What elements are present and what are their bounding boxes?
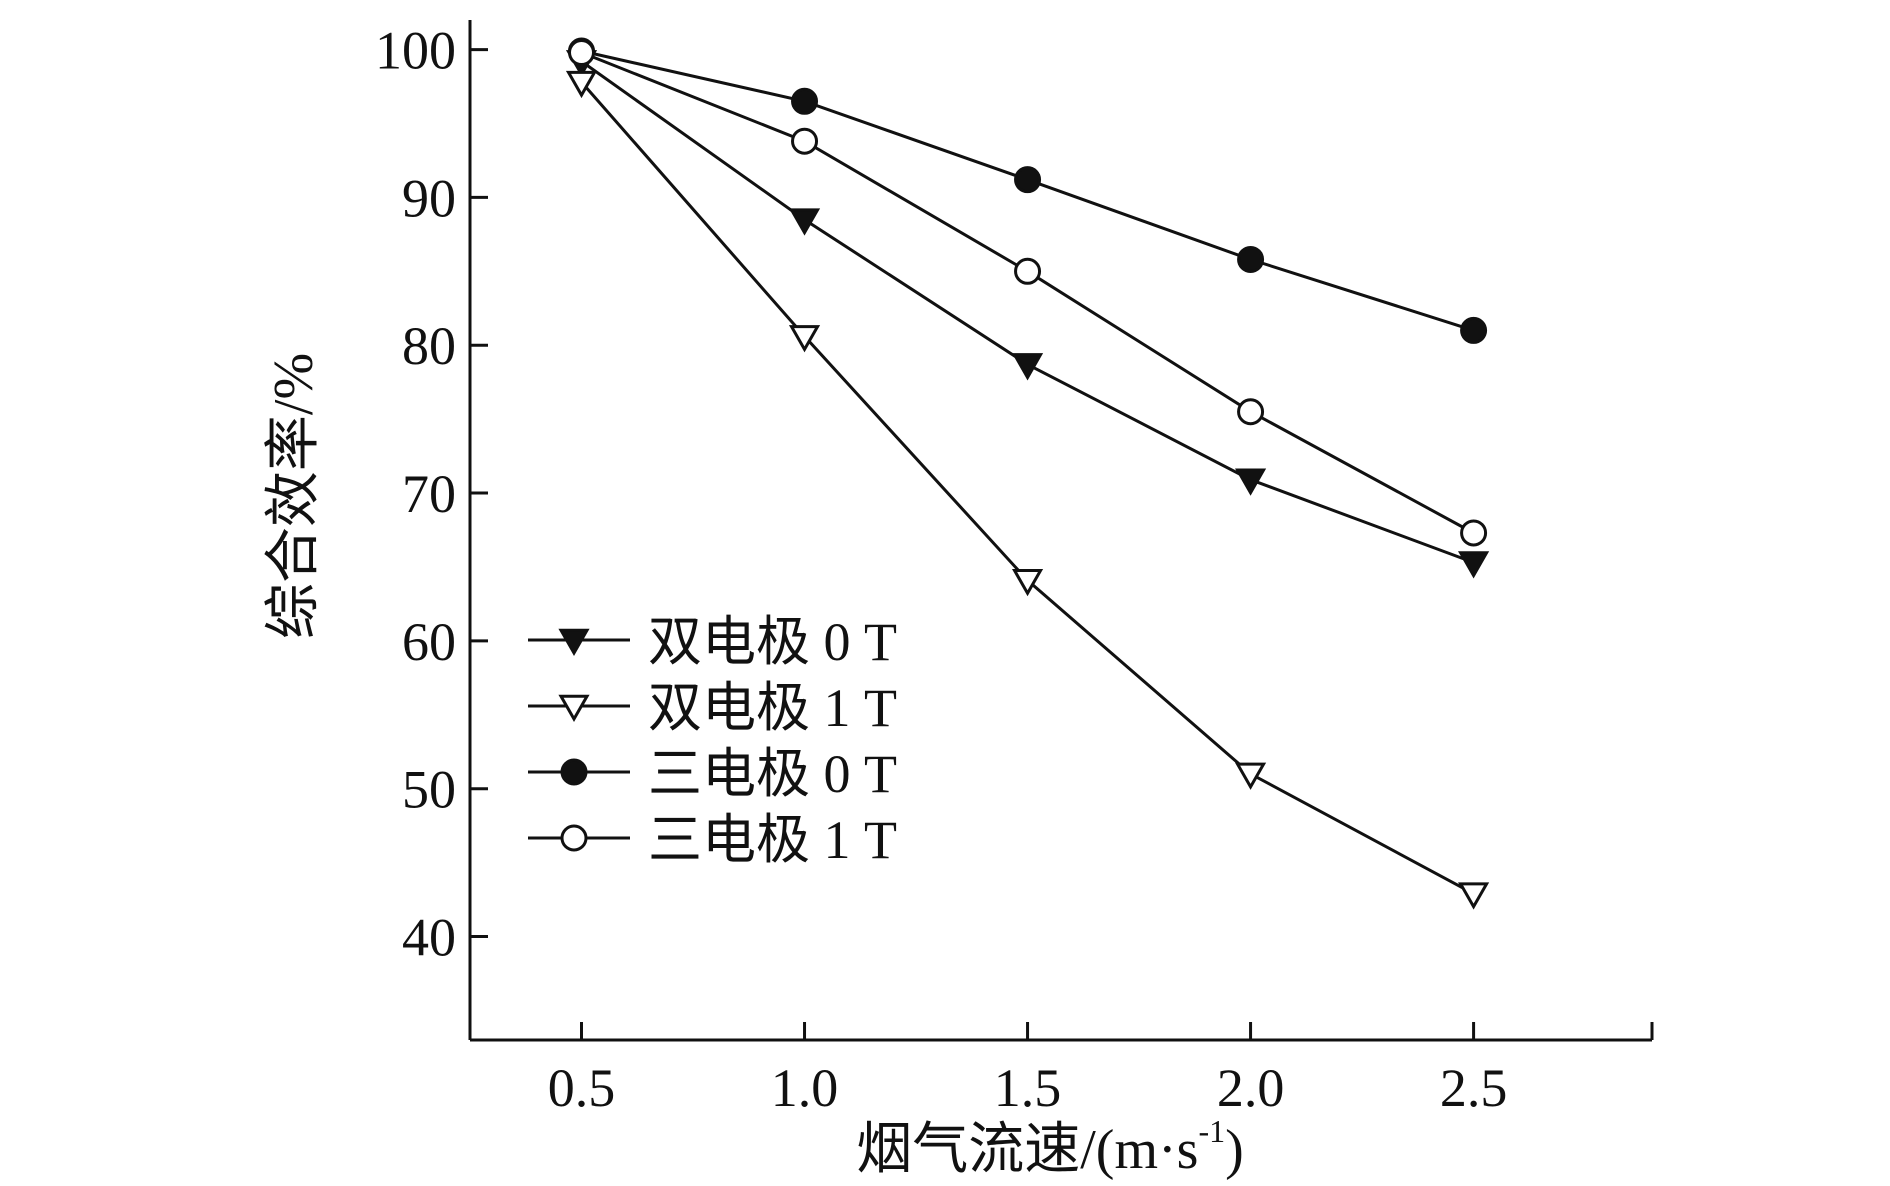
y-axis-label: 综合效率/% xyxy=(263,353,325,639)
data-point xyxy=(1011,569,1044,597)
y-tick-label: 60 xyxy=(402,612,456,672)
data-point xyxy=(791,87,819,115)
x-axis-label-suffix: ) xyxy=(1225,1119,1244,1181)
x-axis-label-superscript: -1 xyxy=(1198,1113,1225,1149)
x-tick-label: 1.5 xyxy=(994,1058,1062,1118)
legend-item: 双电极 0 T xyxy=(528,612,897,672)
data-point xyxy=(1234,468,1267,496)
y-tick-label: 80 xyxy=(402,316,456,376)
y-tick-label: 50 xyxy=(402,760,456,820)
series-layer xyxy=(565,37,1490,910)
x-axis-label: 烟气流速/(m·s-1) xyxy=(856,1113,1244,1181)
legend-item: 三电极 0 T xyxy=(528,744,897,804)
series-line xyxy=(580,51,1475,535)
legend-marker xyxy=(558,694,590,723)
data-point xyxy=(1011,353,1044,381)
y-tick-label: 90 xyxy=(402,168,456,228)
legend-marker xyxy=(558,628,590,657)
data-point xyxy=(1237,245,1265,273)
legend-marker xyxy=(560,824,588,852)
data-point xyxy=(788,325,821,353)
y-tick-label: 40 xyxy=(402,908,456,968)
data-point xyxy=(1237,398,1265,426)
data-point xyxy=(788,208,821,236)
series-line xyxy=(580,60,1475,564)
series-0 xyxy=(565,50,1490,579)
data-point xyxy=(568,39,596,67)
data-point xyxy=(1014,166,1042,194)
data-point xyxy=(1014,257,1042,285)
legend-label: 双电极 0 T xyxy=(648,612,897,672)
data-point xyxy=(1234,762,1267,790)
legend-marker xyxy=(560,758,588,786)
data-point xyxy=(1460,316,1488,344)
data-point xyxy=(1458,551,1490,579)
x-tick-label: 0.5 xyxy=(548,1058,616,1118)
axes-layer: 40 50 60 70 80 90 100 0.5 1.0 1.5 2.0 2.5 xyxy=(375,20,1654,1118)
series-3 xyxy=(568,39,1488,547)
legend-label: 双电极 1 T xyxy=(648,678,897,738)
x-axis-label-text: 烟气流速/(m·s xyxy=(856,1119,1198,1181)
data-point xyxy=(565,70,598,99)
series-2 xyxy=(568,37,1488,344)
x-tick-label: 2.0 xyxy=(1217,1058,1285,1118)
legend-item: 双电极 1 T xyxy=(528,678,897,738)
legend-label: 三电极 1 T xyxy=(648,810,897,870)
x-tick-label: 2.5 xyxy=(1440,1058,1508,1118)
data-point xyxy=(1460,519,1488,547)
y-tick-label: 100 xyxy=(375,21,456,81)
series-1 xyxy=(565,70,1490,910)
legend-label: 三电极 0 T xyxy=(648,744,897,804)
x-tick-label: 1.0 xyxy=(771,1058,839,1118)
data-point xyxy=(1458,882,1490,910)
legend-item: 三电极 1 T xyxy=(528,810,897,870)
data-point xyxy=(791,127,819,155)
y-tick-label: 70 xyxy=(402,464,456,524)
